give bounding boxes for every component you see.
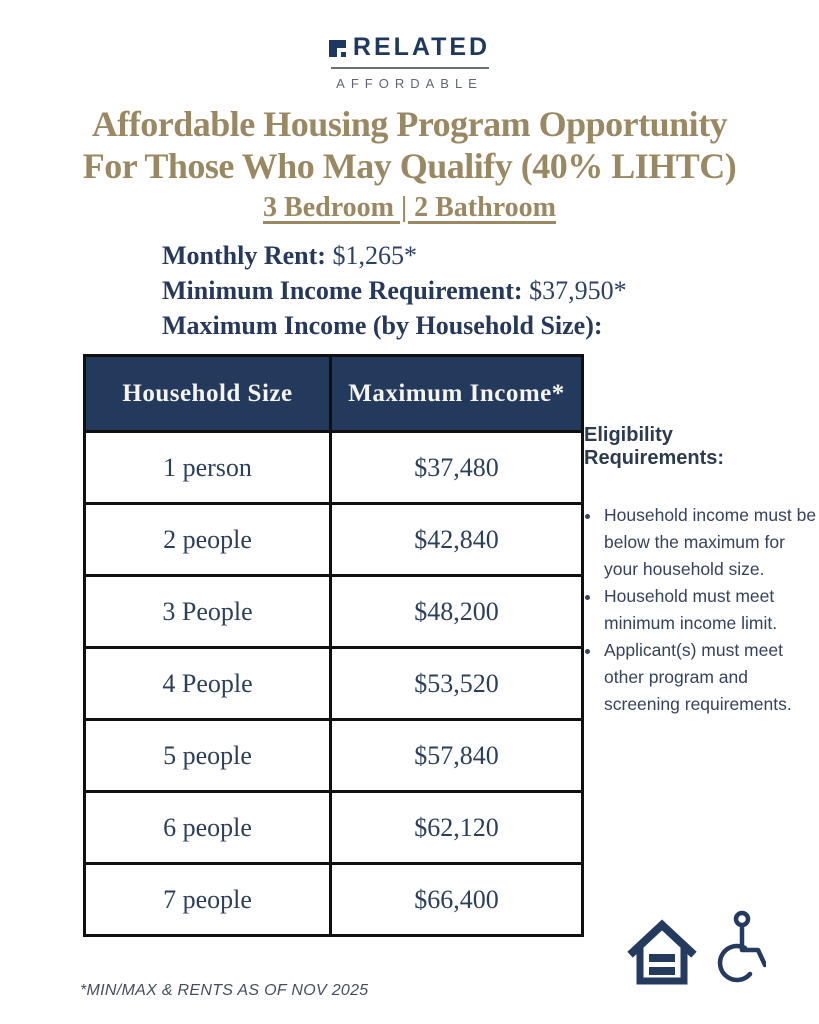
monthly-rent-label: Monthly Rent:	[162, 241, 333, 270]
table-row: 5 people $57,840	[83, 718, 584, 793]
max-income-label: Maximum Income (by Household Size):	[162, 311, 603, 340]
table-header-row: Household Size Maximum Income*	[83, 354, 584, 433]
maximum-income-cell: $57,840	[329, 718, 584, 793]
eligibility-title: Eligibility Requirements:	[584, 424, 725, 469]
header-household-size: Household Size	[83, 354, 332, 433]
maximum-income-cell: $37,480	[329, 430, 584, 505]
household-size-cell: 2 people	[83, 502, 332, 577]
accessibility-icon	[717, 910, 766, 983]
income-table: Household Size Maximum Income* 1 person …	[83, 354, 584, 937]
eligibility-bullet: Household must meet minimum income limit…	[602, 583, 818, 637]
maximum-income-cell: $42,840	[329, 502, 584, 577]
equal-housing-icon	[627, 919, 697, 985]
table-row: 7 people $66,400	[83, 862, 584, 937]
page-title: Affordable Housing Program Opportunity F…	[0, 103, 819, 223]
unit-subtitle: 3 Bedroom | 2 Bathroom	[263, 192, 556, 223]
header-maximum-income: Maximum Income*	[329, 354, 584, 433]
eligibility-bullet: Household income must be below the maxim…	[602, 502, 818, 583]
table-row: 4 People $53,520	[83, 646, 584, 721]
logo-divider	[330, 67, 489, 69]
title-line-1: Affordable Housing Program Opportunity	[91, 104, 728, 144]
maximum-income-cell: $62,120	[329, 790, 584, 865]
maximum-income-cell: $48,200	[329, 574, 584, 649]
maximum-income-cell: $66,400	[329, 862, 584, 937]
eligibility-bullet: Applicant(s) must meet other program and…	[602, 637, 818, 718]
min-income-value: $37,950*	[529, 276, 627, 305]
related-logo-icon	[328, 40, 346, 57]
footnote: *MIN/MAX & RENTS AS OF NOV 2025	[80, 982, 369, 999]
household-size-cell: 4 People	[83, 646, 332, 721]
title-line-2: For Those Who May Qualify (40% LIHTC)	[82, 146, 737, 186]
min-income-line: Minimum Income Requirement: $37,950*	[162, 273, 627, 308]
min-income-label: Minimum Income Requirement:	[162, 276, 530, 305]
table-row: 1 person $37,480	[83, 430, 584, 505]
monthly-rent-value: $1,265*	[332, 241, 417, 270]
household-size-cell: 6 people	[83, 790, 332, 865]
household-size-cell: 3 People	[83, 574, 332, 649]
table-row: 2 people $42,840	[83, 502, 584, 577]
household-size-cell: 1 person	[83, 430, 332, 505]
eligibility-list: Household income must be below the maxim…	[584, 502, 818, 718]
maximum-income-cell: $53,520	[329, 646, 584, 721]
brand-logo: RELATED AFFORDABLE	[0, 33, 819, 91]
table-row: 6 people $62,120	[83, 790, 584, 865]
eligibility-section: Eligibility Requirements: Household inco…	[584, 424, 818, 718]
program-details: Monthly Rent: $1,265* Minimum Income Req…	[162, 238, 627, 343]
household-size-cell: 7 people	[83, 862, 332, 937]
brand-subtitle: AFFORDABLE	[336, 76, 483, 91]
monthly-rent-line: Monthly Rent: $1,265*	[162, 238, 627, 273]
max-income-line: Maximum Income (by Household Size):	[162, 308, 627, 343]
table-row: 3 People $48,200	[83, 574, 584, 649]
footer-icons	[626, 908, 766, 986]
brand-name: RELATED	[352, 33, 491, 61]
household-size-cell: 5 people	[83, 718, 332, 793]
